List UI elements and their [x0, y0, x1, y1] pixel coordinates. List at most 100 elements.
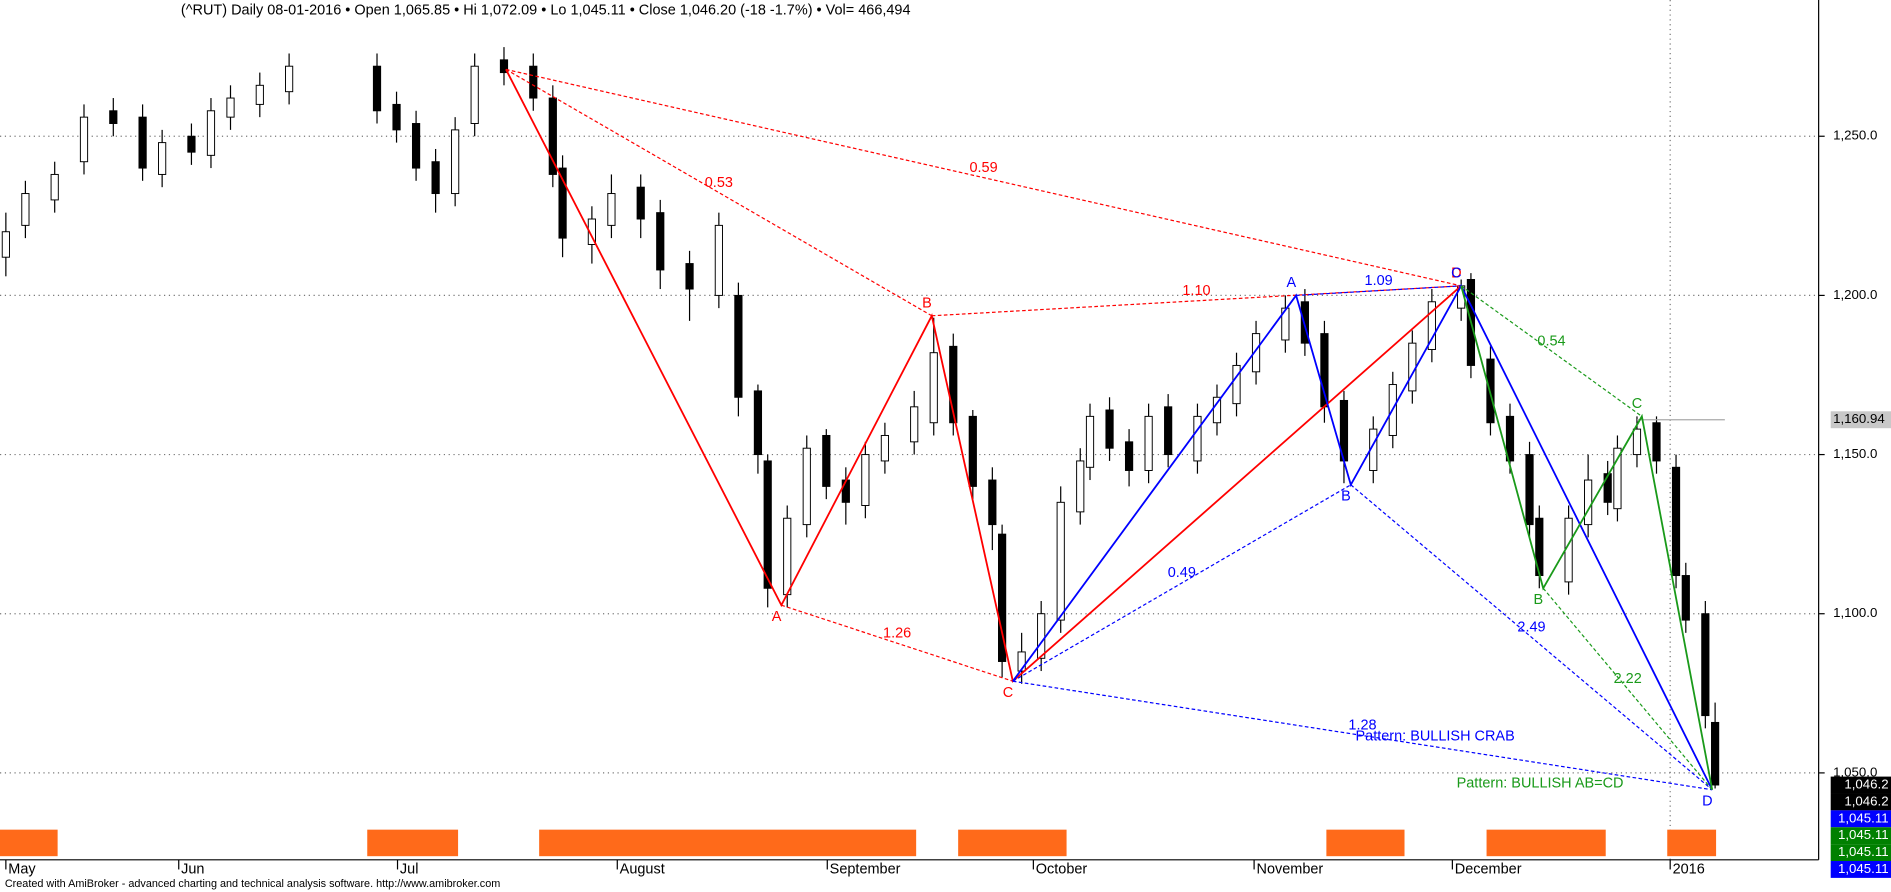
candle-body [1232, 364, 1241, 405]
candle-body [431, 161, 440, 195]
pattern-name: Pattern: BULLISH AB=CD [1457, 776, 1624, 792]
candle-body [372, 65, 382, 112]
price-label: 1,046.2 [1844, 793, 1888, 808]
candle-body [226, 97, 235, 118]
candle-body [968, 415, 977, 487]
signal-bar [0, 829, 58, 857]
price-label: 1,046.2 [1844, 777, 1888, 792]
y-tick-label: 1,250.0 [1833, 128, 1877, 143]
candle-body [763, 460, 772, 589]
last-level-label: 1,160.94 [1833, 411, 1885, 426]
price-label-box [1830, 861, 1891, 878]
candle-body [138, 116, 147, 169]
candle-body [548, 97, 557, 175]
candle-body [998, 533, 1007, 662]
price-label: 1,045.11 [1838, 861, 1889, 876]
candle-body [1017, 651, 1026, 672]
x-tick-label: August [620, 861, 665, 877]
candle-body [841, 479, 850, 503]
candle-body [1, 231, 10, 258]
ratio-label: 1.26 [883, 625, 911, 641]
ratio-label: 1.10 [1182, 283, 1210, 299]
signal-bar [1326, 829, 1405, 857]
pattern-line [505, 68, 1462, 683]
candle-body [607, 193, 616, 226]
candle-body [1701, 613, 1710, 717]
candle-body [753, 390, 763, 456]
candle-body [50, 173, 59, 201]
candle-body [1076, 460, 1085, 513]
price-label-box [1830, 844, 1891, 862]
candle-body [1427, 301, 1436, 351]
candle-body [1124, 441, 1134, 471]
point-label: C [1003, 685, 1013, 701]
candle-body [802, 447, 811, 526]
candle-body [1584, 479, 1593, 526]
candle-body [529, 65, 538, 99]
candle-body [714, 224, 723, 296]
price-label: 1,045.11 [1838, 844, 1889, 859]
candle-body [499, 59, 509, 74]
point-label: A [772, 609, 782, 625]
x-tick-label: December [1455, 861, 1522, 877]
candle-body [558, 167, 567, 239]
price-label: 1,045.11 [1838, 810, 1889, 825]
candle-body [392, 103, 401, 131]
y-tick-label: 1,150.0 [1833, 446, 1877, 461]
candle-body [1037, 613, 1046, 659]
candle-body [1281, 307, 1290, 341]
candle-body [783, 517, 792, 596]
candle-body [109, 110, 118, 124]
candle-body [79, 116, 89, 163]
candle-body [255, 84, 264, 105]
candle-body [587, 218, 596, 245]
candle-body [411, 123, 421, 169]
ratio-label: 0.54 [1537, 333, 1565, 349]
ratio-label: 2.49 [1517, 619, 1545, 635]
signal-bar [958, 829, 1067, 857]
signal-bar [539, 829, 917, 857]
x-tick-label: October [1036, 861, 1088, 877]
price-label: 1,045.11 [1838, 827, 1889, 842]
candle-body [470, 65, 479, 124]
pattern-line [1460, 285, 1714, 790]
ratio-label: 0.53 [705, 175, 733, 191]
footer: Created with AmiBroker - advanced charti… [5, 878, 500, 890]
price-label-box [1830, 793, 1891, 811]
ratio-line [781, 604, 1014, 682]
chart-title: (^RUT) Daily 08-01-2016 • Open 1,065.85 … [181, 3, 911, 19]
candle-body [1212, 396, 1222, 424]
candle-body [1193, 415, 1202, 462]
ratio-label: 1.28 [1348, 718, 1376, 734]
signal-bar [1486, 829, 1606, 857]
point-label: B [1534, 592, 1544, 608]
ratio-line [1542, 587, 1713, 791]
candle-body [1144, 415, 1153, 471]
candle-body [21, 193, 30, 226]
x-tick-label: November [1257, 861, 1324, 877]
candle-body [1164, 406, 1173, 456]
candle-body [1525, 454, 1534, 526]
y-tick-label: 1,200.0 [1833, 287, 1877, 302]
candle-body [1681, 575, 1690, 621]
candle-body [1671, 466, 1681, 577]
candle-body [822, 434, 831, 487]
signal-bar [1667, 829, 1717, 857]
candle-body [949, 345, 958, 424]
candle-body [1300, 301, 1309, 344]
candle-body [187, 135, 196, 153]
point-label: C [1451, 266, 1461, 282]
point-label: D [1451, 266, 1461, 282]
x-tick-label: Jun [181, 861, 204, 877]
candle-body [285, 65, 294, 93]
ratio-label: 0.49 [1168, 565, 1196, 581]
ratio-line [505, 68, 933, 317]
x-tick-label: September [830, 861, 901, 877]
x-tick-label: 2016 [1673, 861, 1705, 877]
x-tick-label: May [8, 861, 36, 877]
candle-body [988, 479, 997, 526]
candle-body [1056, 501, 1065, 621]
